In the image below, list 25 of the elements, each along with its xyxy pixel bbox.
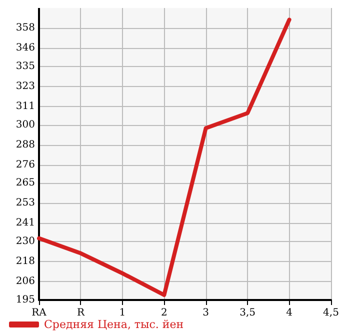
y-tick-label: 311 (16, 100, 35, 112)
y-tick-label: 288 (16, 139, 35, 150)
y-tick-label: 276 (16, 159, 35, 170)
y-tick-label: 358 (16, 22, 35, 34)
y-tick-label: 218 (16, 256, 35, 268)
y-tick-label: 300 (16, 119, 35, 130)
y-tick-label: 206 (16, 276, 35, 288)
x-tick-label: RA (32, 308, 48, 318)
x-tick-label: 1 (119, 308, 126, 318)
y-tick-label: 230 (16, 236, 35, 248)
x-tick-label: 4,5 (323, 308, 339, 318)
legend-label: Средняя Цена, тыс. йен (44, 318, 184, 331)
x-tick-label: 4 (286, 308, 292, 318)
line-series (37, 18, 292, 297)
y-tick-label: 335 (16, 60, 35, 72)
x-tick-label: R (76, 308, 85, 318)
y-tick-label: 253 (16, 198, 35, 209)
y-tick-label: 265 (16, 178, 35, 189)
y-tick-label: 241 (16, 218, 35, 229)
y-tick-label: 323 (16, 80, 35, 92)
x-tick-label: 3 (202, 308, 210, 318)
x-tick-label: 3,5 (240, 308, 256, 318)
x-tick-label: 2 (160, 308, 168, 318)
y-tick-label: 346 (16, 42, 35, 54)
y-tick-label: 195 (16, 294, 35, 306)
